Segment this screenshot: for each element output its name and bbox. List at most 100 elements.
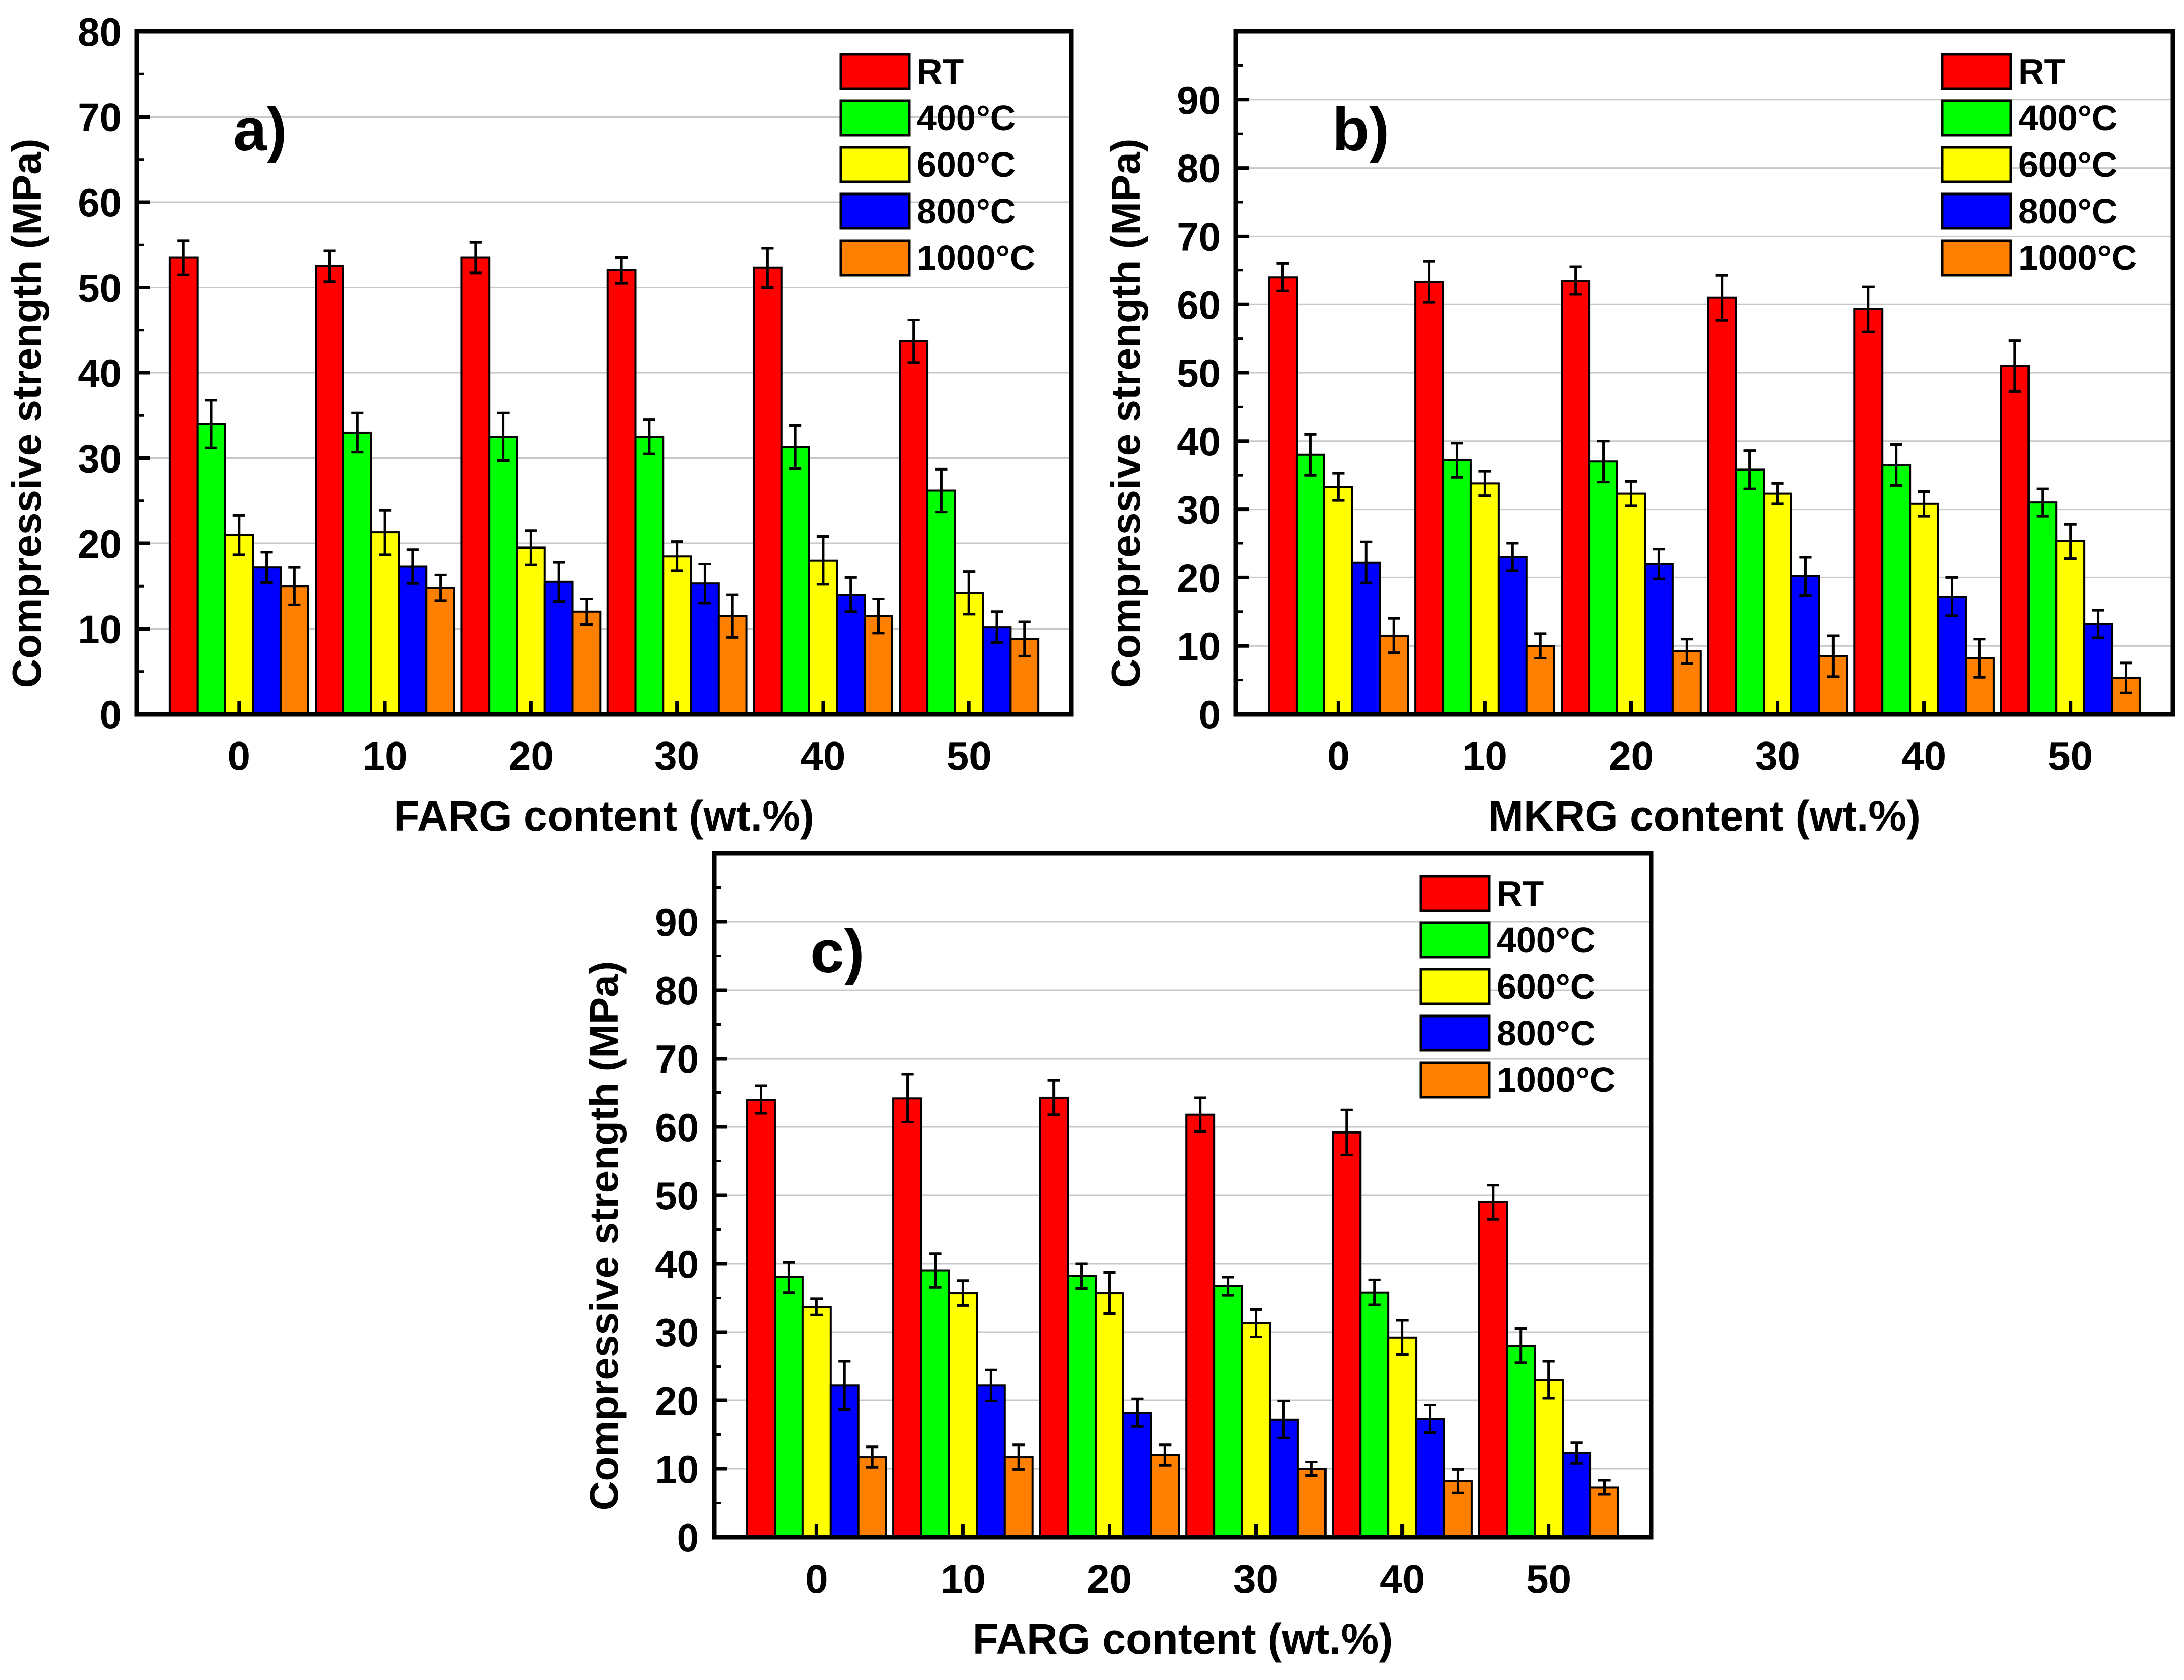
- legend-swatch: [1419, 921, 1491, 959]
- legend-label: 1000°C: [1497, 1060, 1615, 1100]
- y-tick-label: 70: [77, 95, 122, 140]
- y-tick-label: 50: [1177, 351, 1221, 396]
- x-tick-label: 40: [1380, 1556, 1425, 1601]
- chart-panel-c: 0 10 20 30 40 50 60 70 80 90 0 10 20 30 40 50 FARG conte…: [581, 851, 1654, 1663]
- legend-label: 400°C: [2018, 98, 2117, 138]
- y-tick-label: 60: [77, 180, 122, 225]
- bar: [1506, 1345, 1536, 1538]
- legend-swatch: [1419, 1061, 1491, 1099]
- bar: [342, 431, 372, 715]
- y-tick-label: 90: [1177, 78, 1221, 123]
- y-tick-label: 20: [655, 1379, 699, 1423]
- bar: [1853, 308, 1884, 715]
- bar: [1616, 492, 1646, 715]
- bar: [662, 555, 692, 716]
- y-tick-label: 80: [1177, 146, 1221, 191]
- legend-swatch: [1941, 192, 2012, 230]
- bar: [224, 534, 254, 716]
- x-tick-label: 30: [654, 733, 699, 778]
- bar: [752, 266, 783, 715]
- bar: [1095, 1292, 1124, 1539]
- legend: RT 400°C 600°C 800°C 1000°C: [1941, 52, 2137, 278]
- bar: [1881, 463, 1912, 715]
- bar: [398, 565, 428, 715]
- bar: [976, 1384, 1006, 1539]
- bar: [1909, 502, 1939, 715]
- legend-swatch: [839, 192, 911, 230]
- panel-label: b): [1332, 96, 1389, 164]
- y-tick-label: 40: [655, 1242, 699, 1286]
- bar: [1534, 1379, 1564, 1538]
- x-axis-title: FARG content (wt.%): [972, 1615, 1393, 1663]
- x-tick-label: 50: [947, 733, 992, 778]
- legend: RT 400°C 600°C 800°C 1000°C: [1419, 874, 1615, 1100]
- x-tick-label: 10: [363, 733, 408, 778]
- x-tick-label: 30: [1755, 733, 1800, 778]
- y-tick-label: 30: [655, 1310, 699, 1355]
- legend-swatch: [1419, 1014, 1491, 1052]
- bar: [1414, 281, 1445, 715]
- bar: [1442, 459, 1472, 715]
- panel-label: c): [810, 918, 865, 986]
- bar: [1790, 575, 1820, 715]
- y-tick-label: 10: [1177, 624, 1221, 669]
- x-tick-label: 40: [1901, 733, 1946, 778]
- x-tick-label: 10: [1462, 733, 1507, 778]
- x-tick-label: 20: [509, 733, 554, 778]
- bar: [1150, 1454, 1180, 1538]
- legend-swatch: [1941, 53, 2012, 90]
- legend-label: 1000°C: [2018, 238, 2137, 278]
- y-tick-label: 40: [77, 351, 122, 396]
- bar: [1039, 1096, 1069, 1538]
- bar: [1122, 1412, 1152, 1539]
- x-tick-label: 0: [805, 1556, 828, 1601]
- bar: [606, 269, 637, 715]
- y-tick-label: 50: [655, 1174, 699, 1218]
- legend-swatch: [839, 146, 911, 183]
- bar: [801, 1306, 832, 1539]
- bar: [746, 1099, 776, 1538]
- legend-label: 1000°C: [917, 238, 1035, 278]
- bar: [315, 265, 344, 715]
- bar: [1387, 1336, 1418, 1539]
- bar: [1241, 1322, 1271, 1538]
- bar: [1268, 276, 1298, 715]
- y-tick-label: 70: [655, 1037, 699, 1081]
- y-tick-label: 20: [1177, 556, 1221, 600]
- bar: [1351, 561, 1381, 716]
- bar: [1213, 1285, 1243, 1539]
- y-tick-label: 50: [77, 266, 122, 310]
- bar: [948, 1292, 978, 1539]
- bar: [1296, 1468, 1327, 1538]
- bar: [1735, 468, 1765, 716]
- bar: [1185, 1113, 1216, 1538]
- x-tick-label: 0: [228, 733, 251, 778]
- bar: [1295, 453, 1325, 715]
- bar: [634, 436, 665, 715]
- bar: [857, 1456, 887, 1539]
- bar: [1415, 1418, 1445, 1538]
- bar: [780, 446, 810, 715]
- bar: [1561, 280, 1591, 715]
- x-tick-label: 20: [1609, 733, 1654, 778]
- y-tick-label: 0: [100, 692, 122, 737]
- legend-swatch: [839, 239, 911, 277]
- y-axis-title: Compressive strength (MPa): [1103, 139, 1148, 688]
- legend-label: 600°C: [917, 145, 1016, 184]
- bar: [2027, 501, 2058, 715]
- bar: [1332, 1131, 1362, 1539]
- legend-swatch: [1941, 99, 2012, 137]
- panel-label: a): [233, 96, 287, 164]
- bar: [920, 1269, 950, 1538]
- x-tick-label: 40: [800, 733, 845, 778]
- legend-label: RT: [917, 52, 964, 91]
- chart-panel-a: 0 10 20 30 40 50 60 70 80 0 10 20 30 40 50 FARG content…: [4, 10, 1074, 840]
- legend-label: RT: [1497, 874, 1544, 913]
- bar: [1644, 563, 1674, 715]
- legend-swatch: [1941, 239, 2012, 277]
- legend-label: 600°C: [1497, 967, 1595, 1006]
- bar: [425, 587, 456, 715]
- x-tick-label: 50: [1526, 1556, 1571, 1601]
- y-tick-label: 80: [77, 10, 122, 54]
